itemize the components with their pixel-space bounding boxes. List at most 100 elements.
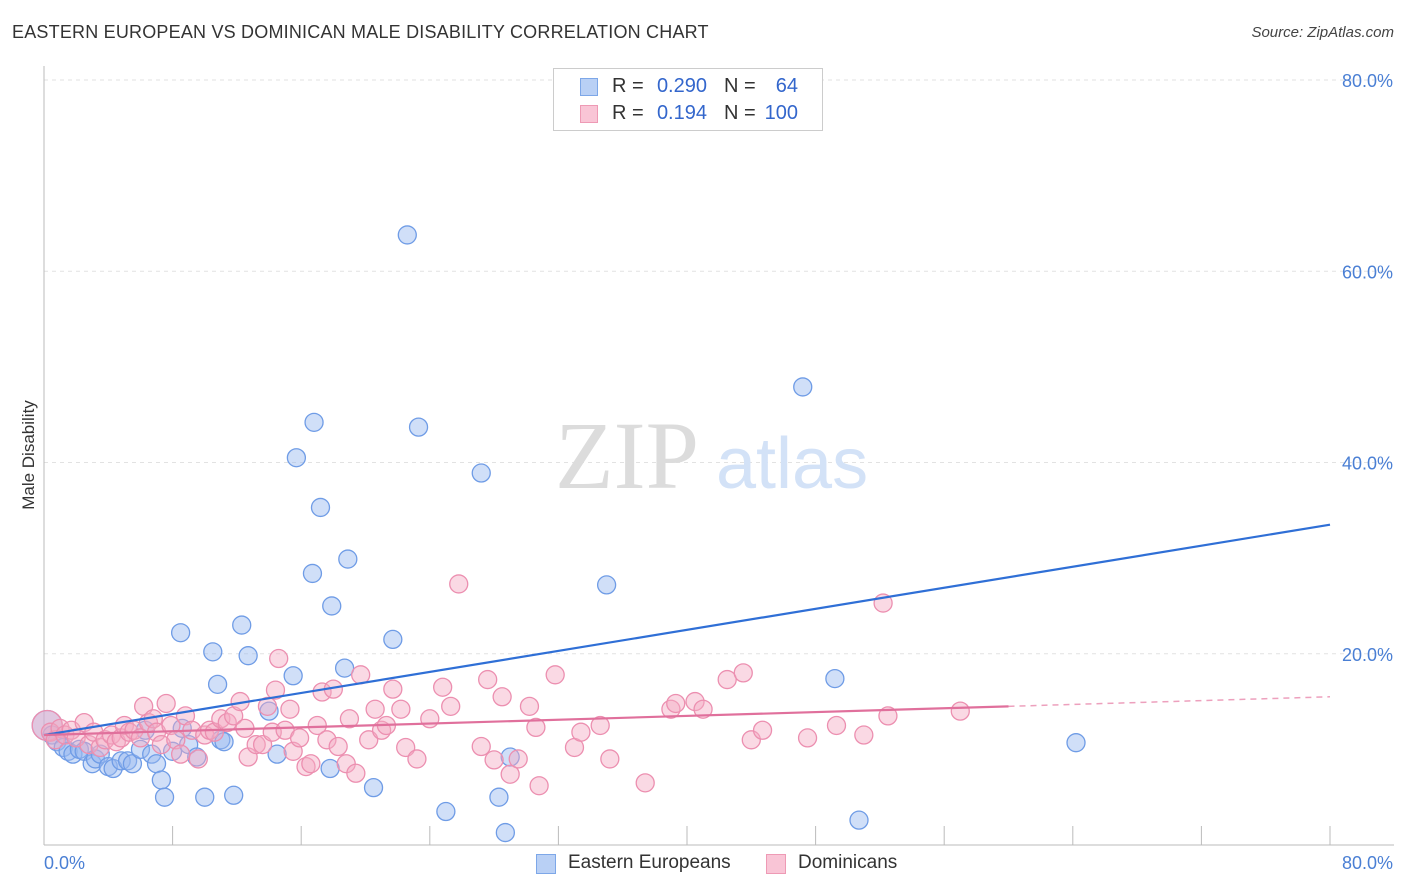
data-point: [286, 448, 307, 468]
legend-r-label: R =: [612, 102, 644, 124]
legend-row-eastern: R = 0.290 N = 64: [554, 75, 822, 99]
data-point: [1066, 733, 1086, 753]
trend-lines: [43, 523, 1331, 737]
data-point: [752, 720, 773, 740]
data-point: [130, 739, 151, 760]
x-tick-label: 80.0%: [1342, 853, 1393, 873]
data-point: [950, 701, 970, 721]
legend-swatch-blue: [580, 78, 598, 96]
legend-label: Eastern Europeans: [568, 852, 731, 873]
data-point: [304, 412, 324, 432]
data-point: [478, 669, 498, 690]
data-point: [195, 787, 215, 807]
data-point: [203, 642, 223, 662]
data-point: [269, 648, 289, 669]
data-point: [492, 687, 512, 707]
data-point: [383, 679, 403, 699]
legend-swatch-pink: [580, 105, 598, 123]
data-point: [407, 749, 427, 769]
y-tick-label: 80.0%: [1342, 71, 1393, 91]
data-point: [596, 575, 617, 595]
trend-line-dominican-extension: [1008, 696, 1331, 708]
data-point: [328, 736, 348, 757]
watermark-zip: ZIP: [555, 402, 699, 509]
y-tick-label: 60.0%: [1342, 262, 1393, 282]
data-point: [320, 758, 340, 779]
data-point: [246, 734, 266, 755]
legend-swatch-pink: [766, 854, 786, 874]
data-point: [519, 696, 540, 716]
data-point: [717, 669, 737, 690]
data-point: [571, 722, 591, 742]
points-eastern-europeans: [31, 225, 1086, 843]
data-point: [849, 810, 869, 830]
data-point: [408, 417, 429, 437]
data-point: [383, 629, 403, 650]
data-point: [441, 696, 461, 716]
data-point: [489, 787, 509, 807]
stats-legend: R = 0.290 N = 64 R = 0.194 N = 100: [553, 68, 823, 131]
data-point: [322, 596, 342, 616]
data-point: [265, 680, 286, 700]
data-point: [363, 777, 384, 798]
data-point: [151, 770, 171, 790]
data-point: [267, 744, 287, 764]
data-point: [484, 750, 504, 770]
data-point: [391, 699, 411, 719]
data-point: [825, 668, 845, 689]
legend-n-label: N =: [724, 75, 756, 97]
data-point: [302, 563, 323, 584]
data-point: [346, 763, 366, 783]
x-tick-label: 0.0%: [44, 853, 85, 873]
data-point: [495, 822, 516, 843]
legend-r-value: 0.194: [656, 102, 707, 124]
data-point: [207, 674, 228, 694]
legend-n-label: N =: [724, 102, 756, 124]
data-point: [151, 734, 171, 755]
axes: [43, 66, 1394, 846]
legend-r-value: 0.290: [656, 75, 707, 97]
watermark: ZIP atlas: [555, 402, 868, 509]
data-point: [301, 754, 321, 774]
data-point: [600, 749, 620, 769]
data-point: [826, 715, 847, 736]
data-point: [471, 736, 491, 757]
data-point: [338, 549, 358, 569]
data-point: [317, 730, 337, 750]
data-point: [365, 699, 385, 719]
data-point: [232, 615, 252, 635]
data-point: [257, 696, 278, 716]
data-point: [154, 787, 175, 807]
data-point: [526, 717, 546, 738]
data-point: [359, 730, 379, 750]
data-point: [339, 709, 360, 729]
data-point: [307, 715, 327, 736]
data-point: [420, 709, 440, 729]
axis-labels: 20.0% 40.0% 60.0% 80.0% 0.0% 80.0% Male Disabi…: [19, 71, 1393, 873]
data-point: [471, 463, 491, 483]
data-point: [733, 663, 753, 683]
legend-swatch-blue: [536, 854, 556, 874]
chart-title: EASTERN EUROPEAN VS DOMINICAN MALE DISAB…: [12, 22, 709, 42]
data-point: [500, 764, 520, 784]
watermark-atlas: atlas: [716, 424, 868, 504]
data-point: [122, 754, 143, 774]
data-point: [797, 728, 818, 748]
data-point: [500, 747, 520, 767]
data-point: [397, 225, 417, 245]
data-point: [280, 699, 300, 719]
data-point: [666, 693, 686, 714]
data-point: [793, 377, 813, 397]
data-point: [111, 751, 131, 771]
data-point: [396, 737, 416, 758]
data-point: [854, 725, 874, 745]
data-point: [508, 749, 528, 769]
legend-r-label: R =: [612, 75, 644, 97]
y-axis-title: Male Disability: [19, 400, 38, 510]
data-point: [685, 691, 705, 712]
data-point: [334, 658, 355, 678]
data-point: [283, 666, 303, 686]
grid-lines: [44, 79, 1394, 655]
data-point: [238, 646, 258, 666]
